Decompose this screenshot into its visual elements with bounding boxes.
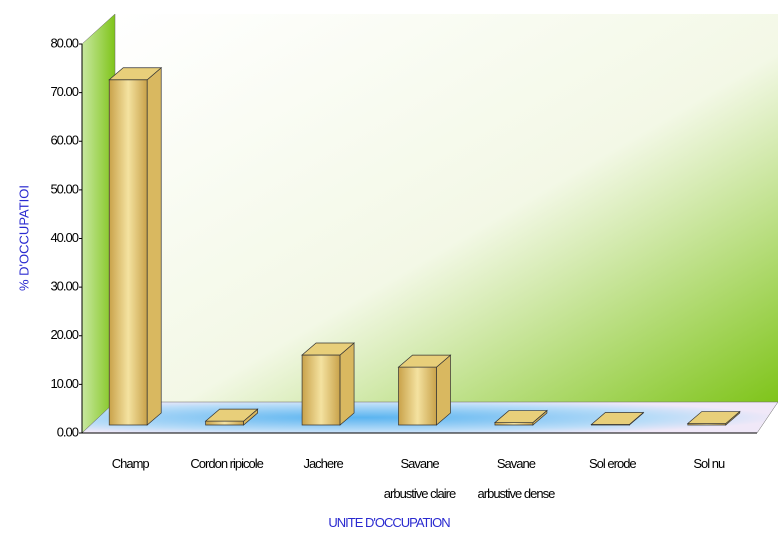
x-tick-label: Sol nu (693, 456, 725, 471)
bar (204, 408, 259, 426)
bar (301, 342, 356, 426)
y-tick-label: 30.00 (50, 279, 78, 294)
bar (686, 410, 741, 426)
y-tick-label: 60.00 (50, 133, 78, 148)
y-tick-label: 50.00 (50, 181, 78, 196)
x-tick-label: Savane arbustive dense (477, 456, 556, 501)
x-tick-label: Savane arbustive claire (383, 456, 456, 501)
x-tick-label: Cordon ripicole (190, 456, 263, 471)
x-tick-label: Sol erode (589, 456, 637, 471)
back-wall (115, 14, 778, 402)
y-tick-label: 0.00 (57, 424, 79, 439)
bar (493, 409, 548, 426)
y-tick-label: 80.00 (50, 35, 78, 50)
y-tick-label: 20.00 (50, 327, 78, 342)
x-tick-label: Champ (111, 456, 150, 471)
y-tick-label: 40.00 (50, 230, 78, 245)
x-tick-label: Jachere (303, 456, 343, 471)
bar (108, 67, 163, 426)
bar (590, 411, 645, 426)
y-tick-label: 10.00 (50, 376, 78, 391)
y-axis-title: % D'OCCUPATIOI (16, 185, 31, 291)
bar (397, 354, 452, 426)
y-tick-label: 70.00 (50, 84, 78, 99)
x-axis-title: UNITE D'OCCUPATION (328, 515, 450, 530)
